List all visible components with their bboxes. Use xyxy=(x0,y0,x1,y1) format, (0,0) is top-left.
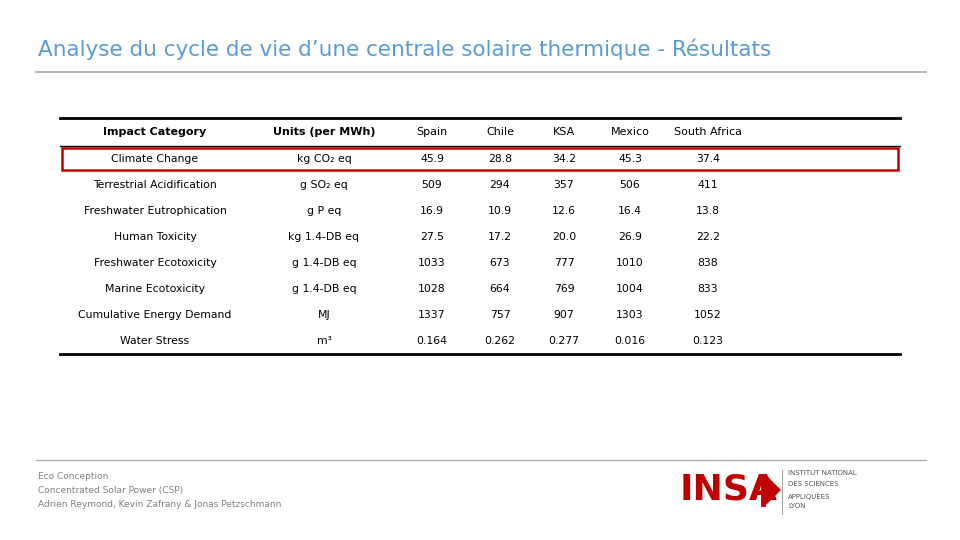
Text: Eco Conception: Eco Conception xyxy=(38,472,108,481)
Text: 357: 357 xyxy=(554,180,574,190)
Text: 12.6: 12.6 xyxy=(552,206,576,216)
Text: g SO₂ eq: g SO₂ eq xyxy=(300,180,348,190)
Bar xyxy=(62,148,898,170)
Text: 1303: 1303 xyxy=(616,310,644,320)
Text: 769: 769 xyxy=(554,284,574,294)
Text: 1337: 1337 xyxy=(419,310,445,320)
Text: 833: 833 xyxy=(698,284,718,294)
Text: Units (per MWh): Units (per MWh) xyxy=(273,127,375,137)
Text: 37.4: 37.4 xyxy=(696,154,720,164)
Text: 509: 509 xyxy=(421,180,443,190)
Text: 26.9: 26.9 xyxy=(618,232,642,242)
Text: 1010: 1010 xyxy=(616,258,644,268)
Text: 757: 757 xyxy=(490,310,511,320)
Text: 10.9: 10.9 xyxy=(488,206,512,216)
Text: DES SCIENCES: DES SCIENCES xyxy=(788,481,838,487)
Text: 45.3: 45.3 xyxy=(618,154,642,164)
Text: 1004: 1004 xyxy=(616,284,644,294)
Text: INSA: INSA xyxy=(680,473,778,507)
Text: APPLIQUÉES: APPLIQUÉES xyxy=(788,492,830,500)
Text: 45.9: 45.9 xyxy=(420,154,444,164)
Text: 664: 664 xyxy=(490,284,511,294)
Text: South Africa: South Africa xyxy=(674,127,742,137)
Text: 1028: 1028 xyxy=(419,284,445,294)
Text: Freshwater Eutrophication: Freshwater Eutrophication xyxy=(84,206,227,216)
Text: g P eq: g P eq xyxy=(307,206,341,216)
Text: Freshwater Ecotoxicity: Freshwater Ecotoxicity xyxy=(94,258,216,268)
Text: KSA: KSA xyxy=(553,127,575,137)
Text: 506: 506 xyxy=(619,180,640,190)
Text: Spain: Spain xyxy=(417,127,447,137)
Text: 294: 294 xyxy=(490,180,511,190)
Text: Cumulative Energy Demand: Cumulative Energy Demand xyxy=(79,310,231,320)
Text: MJ: MJ xyxy=(318,310,330,320)
Text: Adrien Reymond, Kevin Zafrany & Jonas Petzschmann: Adrien Reymond, Kevin Zafrany & Jonas Pe… xyxy=(38,500,281,509)
Text: 673: 673 xyxy=(490,258,511,268)
Text: g 1.4-DB eq: g 1.4-DB eq xyxy=(292,258,356,268)
Text: kg CO₂ eq: kg CO₂ eq xyxy=(297,154,351,164)
Text: 17.2: 17.2 xyxy=(488,232,512,242)
Polygon shape xyxy=(766,476,780,504)
Text: g 1.4-DB eq: g 1.4-DB eq xyxy=(292,284,356,294)
Text: Analyse du cycle de vie d’une centrale solaire thermique - Résultats: Analyse du cycle de vie d’une centrale s… xyxy=(38,38,771,59)
Text: 1052: 1052 xyxy=(694,310,722,320)
Text: Mexico: Mexico xyxy=(611,127,649,137)
Text: 13.8: 13.8 xyxy=(696,206,720,216)
Text: 0.262: 0.262 xyxy=(485,336,516,346)
Text: 1033: 1033 xyxy=(419,258,445,268)
Text: 27.5: 27.5 xyxy=(420,232,444,242)
Text: 0.277: 0.277 xyxy=(548,336,580,346)
Text: kg 1.4-DB eq: kg 1.4-DB eq xyxy=(289,232,359,242)
Text: Concentrated Solar Power (CSP): Concentrated Solar Power (CSP) xyxy=(38,486,183,495)
Text: Human Toxicity: Human Toxicity xyxy=(113,232,197,242)
Text: 777: 777 xyxy=(554,258,574,268)
Text: LYON: LYON xyxy=(788,503,805,509)
Text: Terrestrial Acidification: Terrestrial Acidification xyxy=(93,180,217,190)
Text: Marine Ecotoxicity: Marine Ecotoxicity xyxy=(105,284,205,294)
Text: 0.123: 0.123 xyxy=(692,336,724,346)
Text: 28.8: 28.8 xyxy=(488,154,512,164)
Text: 0.164: 0.164 xyxy=(417,336,447,346)
Text: 16.4: 16.4 xyxy=(618,206,642,216)
Text: 411: 411 xyxy=(698,180,718,190)
Text: Water Stress: Water Stress xyxy=(120,336,189,346)
Text: 16.9: 16.9 xyxy=(420,206,444,216)
Text: 838: 838 xyxy=(698,258,718,268)
Text: 22.2: 22.2 xyxy=(696,232,720,242)
Text: 0.016: 0.016 xyxy=(614,336,645,346)
Text: 20.0: 20.0 xyxy=(552,232,576,242)
Text: Chile: Chile xyxy=(486,127,514,137)
Text: 907: 907 xyxy=(554,310,574,320)
Text: 34.2: 34.2 xyxy=(552,154,576,164)
Text: Impact Category: Impact Category xyxy=(104,127,206,137)
Text: INSTITUT NATIONAL: INSTITUT NATIONAL xyxy=(788,470,856,476)
Text: m³: m³ xyxy=(317,336,331,346)
Text: Climate Change: Climate Change xyxy=(111,154,199,164)
